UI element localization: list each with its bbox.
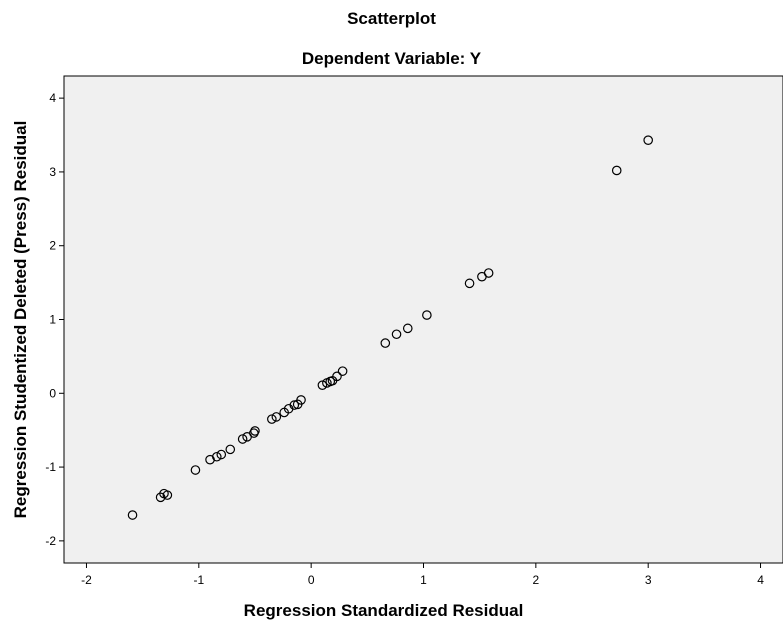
x-tick-label: -2 bbox=[81, 573, 92, 587]
y-tick-label: 0 bbox=[49, 386, 56, 400]
data-point bbox=[271, 412, 282, 422]
y-tick-label: -2 bbox=[45, 534, 56, 548]
x-tick-label: 4 bbox=[757, 573, 764, 587]
data-point bbox=[237, 434, 248, 444]
y-tick-label: 2 bbox=[49, 239, 56, 253]
y-tick-label: 1 bbox=[49, 313, 56, 327]
data-point bbox=[216, 449, 227, 460]
data-point bbox=[611, 165, 622, 176]
data-points bbox=[127, 135, 653, 520]
data-point bbox=[380, 338, 391, 348]
data-point bbox=[483, 268, 494, 278]
data-point bbox=[422, 310, 432, 320]
x-tick-label: -1 bbox=[193, 573, 204, 587]
chart-title: Scatterplot bbox=[347, 9, 436, 28]
data-point bbox=[249, 428, 259, 438]
data-point bbox=[211, 451, 222, 462]
x-axis: -2 -1 0 1 2 3 4 bbox=[81, 563, 764, 587]
data-point bbox=[225, 444, 236, 455]
data-point bbox=[337, 366, 348, 376]
y-tick-label: 3 bbox=[49, 165, 56, 179]
chart-subtitle: Dependent Variable: Y bbox=[301, 49, 482, 68]
data-point bbox=[127, 510, 138, 520]
data-point bbox=[464, 278, 475, 289]
data-point bbox=[643, 135, 653, 145]
x-tick-label: 0 bbox=[308, 573, 315, 587]
y-tick-label: -1 bbox=[45, 460, 56, 474]
x-tick-label: 1 bbox=[420, 573, 427, 587]
y-axis-label: Regression Studentized Deleted (Press) R… bbox=[11, 121, 30, 519]
data-point bbox=[296, 395, 306, 405]
data-point bbox=[267, 414, 277, 424]
data-point bbox=[250, 426, 260, 436]
y-axis: -2 -1 0 1 2 3 4 bbox=[45, 91, 64, 548]
data-point bbox=[289, 400, 300, 410]
x-tick-label: 3 bbox=[645, 573, 652, 587]
y-tick-label: 4 bbox=[49, 91, 56, 105]
data-point bbox=[162, 490, 173, 500]
data-point bbox=[332, 371, 342, 382]
data-point bbox=[391, 329, 402, 340]
data-point bbox=[190, 465, 201, 475]
data-point bbox=[317, 380, 328, 390]
plot-area bbox=[63, 75, 783, 564]
x-tick-label: 2 bbox=[533, 573, 540, 587]
data-point bbox=[402, 323, 413, 334]
x-axis-label: Regression Standardized Residual bbox=[244, 601, 524, 620]
